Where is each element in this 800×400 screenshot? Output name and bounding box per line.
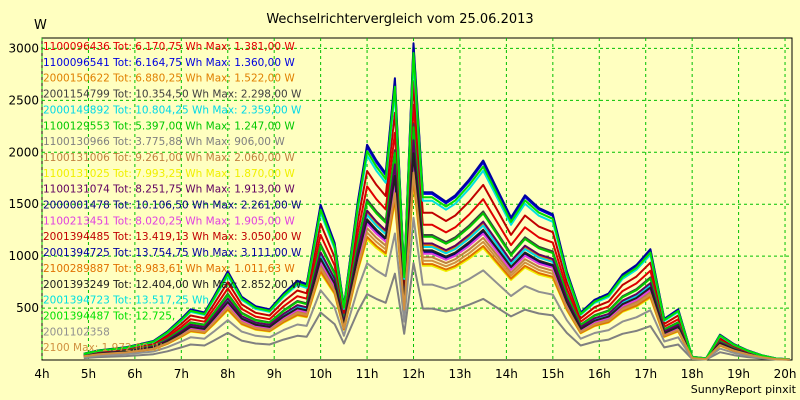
x-tick-label: 17h xyxy=(634,367,657,381)
x-tick-label: 20h xyxy=(774,367,797,381)
series-line-s19 xyxy=(83,216,790,361)
series-lines xyxy=(83,42,790,361)
series-line-s18 xyxy=(83,52,790,361)
legend-entry-s02: 1100096541 Tot: 6.164,75 Wh Max: 1.360,0… xyxy=(43,57,295,69)
legend-entry-s09: 1100131025 Tot: 7.993,25 Wh Max: 1.870,0… xyxy=(43,168,295,180)
legend-entry-s08: 1100131006 Tot: 9.261,00 Wh Max: 2.060,0… xyxy=(43,152,295,164)
legend-entry-s06: 1100129553 Tot: 5.397,00 Wh Max: 1.247,0… xyxy=(43,120,295,132)
legend-entry-s03: 2000150622 Tot: 6.880,25 Wh Max: 1.522,0… xyxy=(43,73,295,85)
series-line-s07 xyxy=(83,262,790,361)
y-tick-label: 500 xyxy=(16,301,39,315)
chart-title: Wechselrichtervergleich vom 25.06.2013 xyxy=(266,12,533,27)
x-tick-label: 16h xyxy=(588,367,611,381)
legend-entry-s16: 2001393249 Tot: 12.404,00 Wh Max: 2.852,… xyxy=(43,279,302,291)
legend-entry-s17: 2001394723 Tot: 13.517,25 Wh xyxy=(43,295,209,307)
x-tick-label: 5h xyxy=(81,367,96,381)
legend-entry-s10: 1100131074 Tot: 8.251,75 Wh Max: 1.913,0… xyxy=(43,184,295,196)
footer-credit: SunnyReport pinxit xyxy=(691,383,797,396)
legend: 1100096436 Tot: 6.170,75 Wh Max: 1.381,0… xyxy=(43,41,302,354)
y-axis-label: W xyxy=(34,18,47,33)
legend-entry-s19: 2001102358 xyxy=(43,326,110,338)
x-tick-label: 6h xyxy=(127,367,142,381)
series-line-s16 xyxy=(83,152,790,361)
x-tick-label: 19h xyxy=(727,367,750,381)
y-tick-label: 1500 xyxy=(8,197,39,211)
legend-entry-s01: 1100096436 Tot: 6.170,75 Wh Max: 1.381,0… xyxy=(43,41,295,53)
x-tick-labels: 4h 5h 6h 7h 8h 9h 10h 11h 12h 13h 14h 15h 16h 17h 18h 1… xyxy=(34,367,796,381)
x-tick-label: 11h xyxy=(356,367,379,381)
legend-entry-s04: 2001154799 Tot: 10.354,50 Wh Max: 2.298,… xyxy=(43,89,302,101)
legend-entry-s11: 2000001478 Tot: 10.106,50 Wh Max: 2.261,… xyxy=(43,200,302,212)
legend-entry-s05: 2000149892 Tot: 10.804,25 Wh Max: 2.359,… xyxy=(43,104,302,116)
y-tick-labels: 500 1000 1500 2000 2500 3000 xyxy=(8,41,39,315)
y-tick-label: 2500 xyxy=(8,93,39,107)
y-tick-label: 3000 xyxy=(8,41,39,55)
legend-entry-s18: 2001394487 Tot: 12.725, xyxy=(43,310,175,322)
legend-entry-s14: 2001394725 Tot: 13.754,75 Wh Max: 3.111,… xyxy=(43,247,302,259)
x-tick-label: 8h xyxy=(220,367,235,381)
x-tick-label: 14h xyxy=(495,367,518,381)
legend-entry-s15: 2100289887 Tot: 8.983,61 Wh Max: 1.011,6… xyxy=(43,263,295,275)
x-tick-label: 9h xyxy=(267,367,282,381)
x-tick-label: 7h xyxy=(174,367,189,381)
legend-entry-s12: 1100213451 Tot: 8.020,25 Wh Max: 1.905,0… xyxy=(43,215,295,227)
x-tick-label: 13h xyxy=(449,367,472,381)
legend-entry-s20: 2100 Max: 1.972,00 W xyxy=(43,342,163,354)
x-tick-label: 18h xyxy=(681,367,704,381)
y-tick-label: 2000 xyxy=(8,145,39,159)
series-line-s20 xyxy=(83,171,790,361)
legend-entry-s07: 1100130966 Tot: 3.775,88 Wh Max: 906,00 … xyxy=(43,136,285,148)
x-tick-label: 12h xyxy=(402,367,425,381)
x-tick-label: 4h xyxy=(34,367,49,381)
x-tick-label: 15h xyxy=(541,367,564,381)
x-tick-label: 10h xyxy=(309,367,332,381)
y-tick-label: 1000 xyxy=(8,249,39,263)
legend-entry-s13: 2001394485 Tot: 13.419,13 Wh Max: 3.050,… xyxy=(43,231,302,243)
